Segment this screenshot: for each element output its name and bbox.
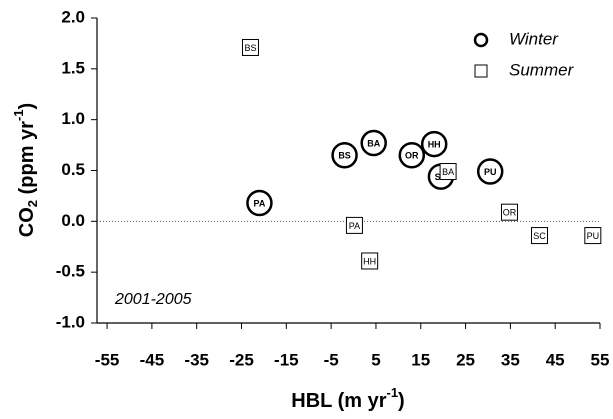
point-label: PU	[587, 231, 600, 241]
point-label: HH	[428, 139, 441, 149]
point	[584, 227, 602, 245]
x-tick-label: 5	[371, 350, 380, 369]
point	[241, 38, 259, 56]
point-label: HH	[363, 256, 376, 266]
y-title-end: )	[16, 103, 38, 110]
legend-marker	[473, 32, 489, 48]
point	[246, 189, 273, 217]
x-title-sup: -1	[386, 385, 398, 400]
x-tick-label: -45	[140, 350, 165, 369]
annotation: 2001-2005	[114, 291, 192, 308]
point	[420, 130, 448, 158]
point	[361, 252, 379, 270]
point	[360, 129, 387, 157]
point-label: BA	[367, 138, 380, 148]
y-title-text2: (ppm yr	[16, 121, 38, 200]
legend-box	[462, 18, 600, 88]
point	[398, 142, 426, 169]
x-tick-label: 55	[591, 350, 610, 369]
x-tick-label: -55	[95, 350, 120, 369]
x-title-end: )	[398, 390, 405, 412]
y-tick-label: -0.5	[56, 262, 85, 281]
y-tick-label: 1.0	[61, 109, 85, 128]
point-label: BS	[338, 151, 351, 161]
y-title-sup: -1	[11, 109, 26, 121]
point-label: PU	[484, 167, 497, 177]
point	[439, 163, 457, 181]
y-tick-label: -1.0	[56, 312, 85, 331]
legend-marker	[474, 64, 488, 78]
x-axis-title: HBL (m yr-1)	[291, 385, 404, 412]
point	[331, 142, 358, 169]
point-label: SC	[533, 231, 546, 241]
y-tick-label: 0.5	[61, 160, 85, 179]
y-title-sub: 2	[25, 200, 40, 207]
x-tick-label: 45	[546, 350, 565, 369]
legend-label: Summer	[509, 60, 575, 79]
point	[345, 216, 363, 234]
point-label: PA	[349, 221, 360, 231]
point	[500, 203, 518, 221]
y-tick-label: 0.0	[61, 211, 85, 230]
point-label: BS	[244, 43, 256, 53]
y-title-text: CO	[16, 207, 38, 237]
point-label: BA	[442, 167, 454, 177]
x-tick-label: -5	[324, 350, 339, 369]
point-label: OR	[405, 151, 419, 161]
x-tick-label: -35	[184, 350, 209, 369]
y-tick-label: 1.5	[61, 58, 85, 77]
point-label: PA	[254, 198, 266, 208]
point	[531, 227, 549, 245]
x-tick-label: -25	[229, 350, 254, 369]
point	[476, 158, 504, 185]
legend-label: Winter	[509, 29, 559, 48]
x-tick-label: 35	[501, 350, 520, 369]
y-tick-label: 2.0	[61, 7, 85, 26]
x-tick-label: 15	[411, 350, 430, 369]
x-tick-label: 25	[456, 350, 475, 369]
y-axis-title: CO2 (ppm yr-1)	[11, 103, 40, 237]
point-label: OR	[503, 208, 517, 218]
x-tick-label: -15	[274, 350, 299, 369]
x-title-text: HBL (m yr	[291, 390, 386, 412]
